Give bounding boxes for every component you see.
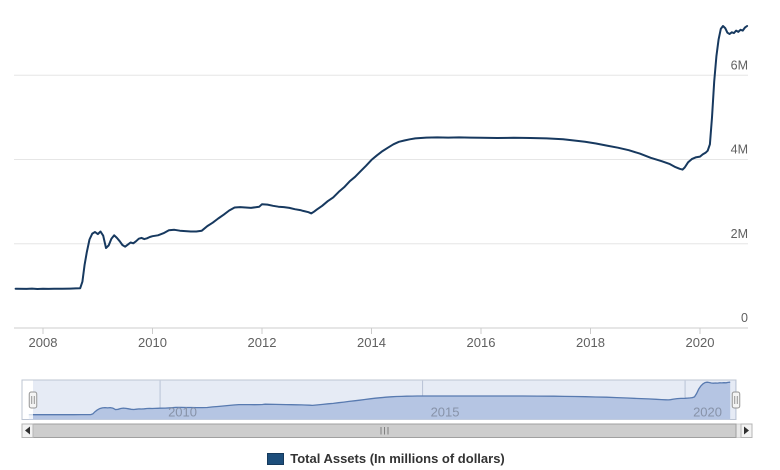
- navigator-outside-left: [22, 380, 33, 419]
- left-arrow-icon: [25, 426, 30, 435]
- navigator-handle-left[interactable]: [28, 391, 38, 409]
- legend-item-total-assets[interactable]: Total Assets (In millions of dollars): [0, 451, 772, 466]
- y-tick-label: 4M: [731, 143, 748, 157]
- navigator-label: 2010: [168, 405, 197, 420]
- total-assets-line: [14, 25, 749, 290]
- scrollbar[interactable]: [21, 423, 753, 438]
- navigator-line: [28, 381, 731, 416]
- x-tick-label: 2020: [686, 335, 715, 350]
- x-tick-label: 2014: [357, 335, 386, 350]
- navigator-mask[interactable]: [33, 380, 736, 420]
- navigator-label: 2015: [431, 405, 460, 420]
- series-total-assets: [14, 25, 749, 290]
- legend-label: Total Assets (In millions of dollars): [290, 451, 505, 466]
- y-tick-label: 0: [741, 311, 748, 325]
- navigator-label: 2020: [693, 405, 722, 420]
- scrollbar-right-arrow-button[interactable]: [740, 423, 753, 438]
- x-tick-label: 2010: [138, 335, 167, 350]
- stock-chart: 2008 2010 2012 2014 2016 2018 2020 0 2M 4M 6M 201…: [14, 25, 753, 438]
- y-axis-labels: 0 2M 4M 6M: [731, 58, 748, 325]
- navigator[interactable]: 2010 2015 2020: [21, 379, 741, 420]
- y-tick-label: 6M: [731, 58, 748, 72]
- navigator-area: [28, 382, 731, 420]
- chart-svg: 2008 2010 2012 2014 2016 2018 2020 0 2M 4M 6M 201…: [14, 25, 753, 438]
- y-gridlines: [14, 74, 748, 329]
- scrollbar-left-arrow-button[interactable]: [21, 423, 34, 438]
- right-arrow-icon: [744, 426, 749, 435]
- x-tick-label: 2016: [467, 335, 496, 350]
- navigator-handle-right[interactable]: [731, 391, 741, 409]
- x-axis: 2008 2010 2012 2014 2016 2018 2020: [29, 328, 715, 350]
- x-tick-label: 2008: [29, 335, 58, 350]
- legend-swatch: [267, 452, 285, 465]
- x-tick-label: 2012: [248, 335, 277, 350]
- y-tick-label: 2M: [731, 227, 748, 241]
- x-tick-label: 2018: [576, 335, 605, 350]
